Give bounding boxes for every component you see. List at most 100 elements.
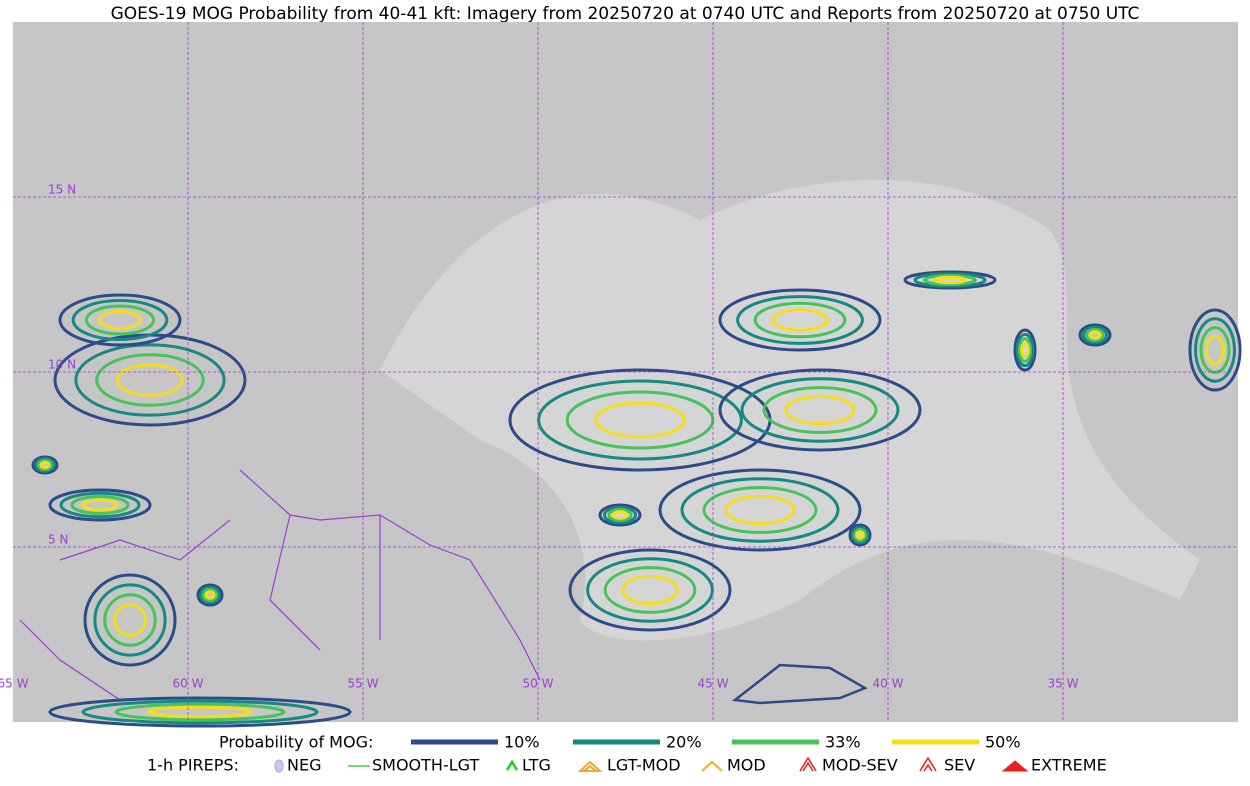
contour <box>1081 325 1109 345</box>
contour <box>1205 334 1225 366</box>
contour <box>98 310 142 330</box>
contour <box>1017 337 1033 363</box>
legend-icon <box>505 759 519 771</box>
contour <box>740 377 900 443</box>
legend-label: LGT-MOD <box>607 756 681 775</box>
legend-label: SEV <box>944 756 975 775</box>
contour <box>724 494 796 526</box>
contour <box>736 295 864 345</box>
contour <box>71 299 169 341</box>
coastline <box>19 469 541 701</box>
legend-icon <box>577 760 603 772</box>
contour <box>784 394 856 426</box>
contour <box>1020 341 1030 359</box>
contour <box>753 301 847 339</box>
contour <box>1194 317 1236 383</box>
latitude-label: 5 N <box>48 533 68 547</box>
contour <box>58 293 182 347</box>
contour <box>602 505 638 525</box>
contour <box>621 574 679 606</box>
contour <box>1188 308 1242 392</box>
contour <box>84 304 156 336</box>
contour <box>594 401 686 439</box>
contour <box>36 459 54 471</box>
contour <box>31 455 59 475</box>
latitude-label: 10 N <box>48 358 76 372</box>
contour <box>1088 330 1102 340</box>
latitude-label: 15 N <box>48 183 76 197</box>
contour <box>81 498 119 512</box>
legend-icon <box>919 756 937 772</box>
legend-label: EXTREME <box>1031 756 1107 775</box>
map: 15 N 10 N 5 N 65 W 60 W 55 W 50 W 45 W 40 W 35 W <box>0 22 1242 728</box>
contour <box>114 702 286 722</box>
longitude-label: 40 W <box>873 677 904 691</box>
contour <box>1015 332 1035 368</box>
contour <box>196 583 224 607</box>
contour <box>598 503 642 527</box>
legend-label: 33% <box>825 733 861 752</box>
contour <box>34 457 56 473</box>
contour <box>658 468 862 552</box>
contour <box>611 510 629 520</box>
legend-label: 20% <box>666 733 702 752</box>
legend-label: LTG <box>522 756 551 775</box>
contour <box>116 363 184 397</box>
contour <box>93 583 167 657</box>
contour <box>95 353 205 407</box>
contour <box>537 379 743 461</box>
contour <box>731 663 868 705</box>
contour <box>850 525 870 545</box>
contour <box>48 696 352 728</box>
contour <box>83 573 177 667</box>
contour <box>103 593 157 647</box>
contour <box>1078 323 1112 347</box>
contour <box>48 488 152 522</box>
contour <box>568 548 732 632</box>
contour <box>204 590 216 600</box>
legend-title: Probability of MOG: <box>219 733 373 752</box>
contour <box>680 477 840 543</box>
legend-icon <box>1001 760 1029 772</box>
longitude-label: 55 W <box>348 677 379 691</box>
legend-label: NEG <box>287 756 321 775</box>
longitude-label: 35 W <box>1048 677 1079 691</box>
title: GOES-19 MOG Probability from 40-41 kft: … <box>111 4 1140 24</box>
legend-icon <box>274 759 284 773</box>
contour <box>903 270 997 290</box>
longitude-label: 65 W <box>0 677 29 691</box>
contour <box>201 587 219 603</box>
legend-label: SMOOTH-LGT <box>372 756 479 775</box>
contour <box>199 585 221 605</box>
contour <box>702 486 818 534</box>
contour <box>923 274 977 286</box>
contour <box>603 566 697 614</box>
contour <box>1085 327 1105 343</box>
longitude-label: 45 W <box>698 677 729 691</box>
contour <box>855 530 865 540</box>
contour <box>147 705 253 719</box>
legend-title: 1-h PIREPS: <box>147 756 239 775</box>
contour <box>913 272 987 288</box>
contour <box>59 491 141 519</box>
legend-icon <box>799 756 817 772</box>
contour <box>74 343 226 417</box>
legend-label: MOD-SEV <box>822 756 898 775</box>
contour <box>39 460 51 470</box>
contour <box>607 507 633 523</box>
contour <box>933 275 967 285</box>
legend: Probability of MOG: 1-h PIREPS: 10% 20% 33… <box>147 733 1107 775</box>
legend-label: MOD <box>727 756 766 775</box>
contour <box>852 527 868 543</box>
contour <box>771 308 829 332</box>
legend-label: 10% <box>504 733 540 752</box>
contour <box>718 368 922 452</box>
contour <box>762 386 878 434</box>
longitude-label: 50 W <box>523 677 554 691</box>
contour <box>113 603 147 637</box>
legend-label: 50% <box>985 733 1021 752</box>
contour <box>81 699 319 725</box>
contour <box>848 523 872 547</box>
cloud-region <box>380 180 1200 641</box>
